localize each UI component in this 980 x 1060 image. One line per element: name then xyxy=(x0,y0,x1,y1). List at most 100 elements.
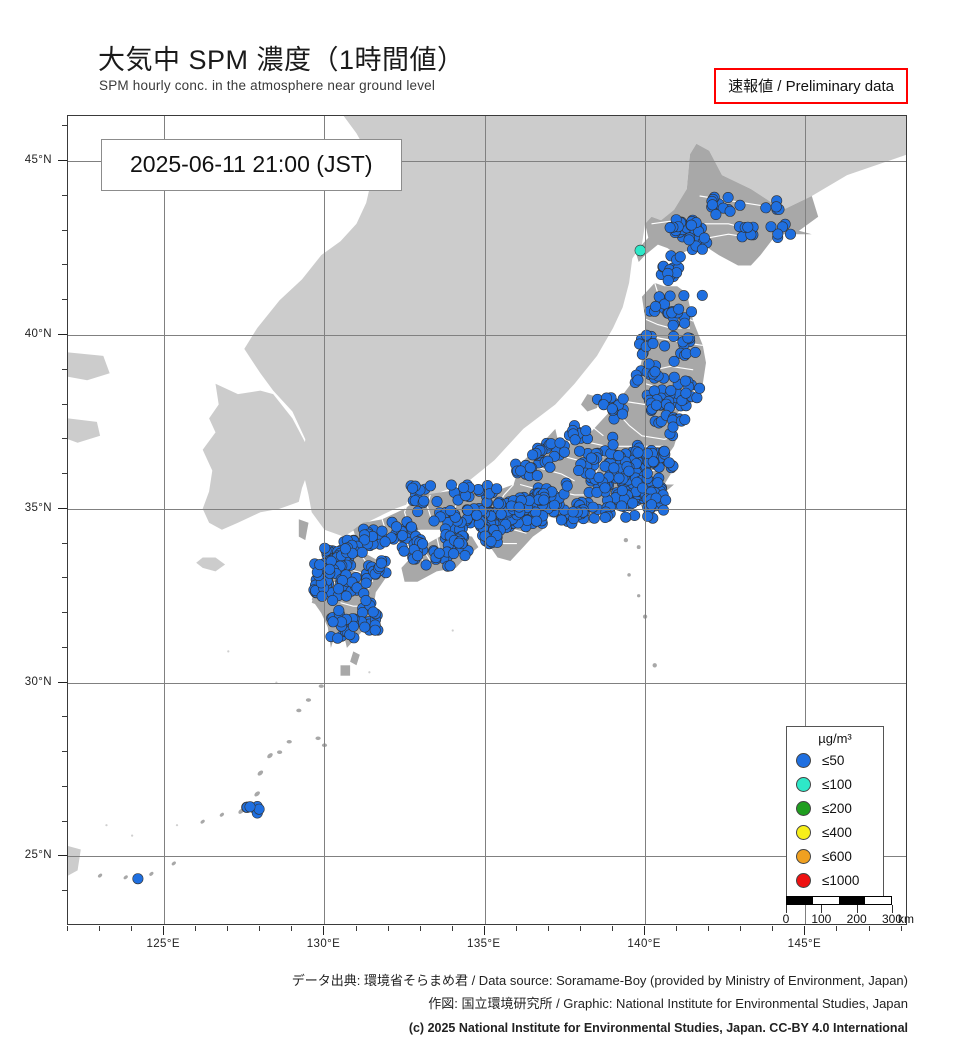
station-marker[interactable] xyxy=(679,318,689,328)
station-marker[interactable] xyxy=(761,203,771,213)
station-marker[interactable] xyxy=(527,450,537,460)
station-marker[interactable] xyxy=(608,440,618,450)
station-marker[interactable] xyxy=(694,383,704,393)
station-marker[interactable] xyxy=(556,515,566,525)
station-marker[interactable] xyxy=(607,404,617,414)
station-marker[interactable] xyxy=(399,546,409,556)
station-marker[interactable] xyxy=(434,548,444,558)
station-marker[interactable] xyxy=(668,331,678,341)
station-marker[interactable] xyxy=(334,605,344,615)
station-marker[interactable] xyxy=(669,372,679,382)
station-marker[interactable] xyxy=(650,367,660,377)
station-marker[interactable] xyxy=(581,425,591,435)
legend-item-5[interactable]: ≤1000 xyxy=(793,868,877,892)
station-marker[interactable] xyxy=(650,301,660,311)
station-marker[interactable] xyxy=(586,453,596,463)
legend-item-0[interactable]: ≤50 xyxy=(793,748,877,772)
station-marker[interactable] xyxy=(324,564,334,574)
station-marker[interactable] xyxy=(412,551,422,561)
station-marker[interactable] xyxy=(680,414,690,424)
station-marker[interactable] xyxy=(617,409,627,419)
station-marker[interactable] xyxy=(531,516,541,526)
station-marker[interactable] xyxy=(421,560,431,570)
station-marker[interactable] xyxy=(661,495,671,505)
station-marker[interactable] xyxy=(486,536,496,546)
station-marker[interactable] xyxy=(380,537,390,547)
station-marker[interactable] xyxy=(686,220,696,230)
station-marker[interactable] xyxy=(539,495,549,505)
station-marker[interactable] xyxy=(614,473,624,483)
station-marker[interactable] xyxy=(600,483,610,493)
station-marker[interactable] xyxy=(417,539,427,549)
station-marker[interactable] xyxy=(425,481,435,491)
station-marker[interactable] xyxy=(642,448,652,458)
station-marker[interactable] xyxy=(665,222,675,232)
station-marker[interactable] xyxy=(658,505,668,515)
station-marker[interactable] xyxy=(555,438,565,448)
station-marker[interactable] xyxy=(432,496,442,506)
station-marker[interactable] xyxy=(460,550,470,560)
station-marker[interactable] xyxy=(492,484,502,494)
station-marker[interactable] xyxy=(699,233,709,243)
station-marker[interactable] xyxy=(317,591,327,601)
station-marker[interactable] xyxy=(559,447,569,457)
station-marker[interactable] xyxy=(725,206,735,216)
station-marker[interactable] xyxy=(681,388,691,398)
station-marker[interactable] xyxy=(723,192,733,202)
station-marker[interactable] xyxy=(666,385,676,395)
station-marker[interactable] xyxy=(454,538,464,548)
station-marker[interactable] xyxy=(545,462,555,472)
station-marker[interactable] xyxy=(659,341,669,351)
station-marker[interactable] xyxy=(633,375,643,385)
station-marker[interactable] xyxy=(327,595,337,605)
station-marker[interactable] xyxy=(463,505,473,515)
station-marker[interactable] xyxy=(766,222,776,232)
station-marker[interactable] xyxy=(574,446,584,456)
station-marker[interactable] xyxy=(514,502,524,512)
station-marker[interactable] xyxy=(458,482,468,492)
station-marker[interactable] xyxy=(743,222,753,232)
station-marker[interactable] xyxy=(642,468,652,478)
station-marker[interactable] xyxy=(254,804,264,814)
station-marker[interactable] xyxy=(445,505,455,515)
station-marker[interactable] xyxy=(630,510,640,520)
station-marker[interactable] xyxy=(594,472,604,482)
station-marker[interactable] xyxy=(621,512,631,522)
station-marker[interactable] xyxy=(651,400,661,410)
station-marker[interactable] xyxy=(361,595,371,605)
station-marker[interactable] xyxy=(785,229,795,239)
station-marker[interactable] xyxy=(328,617,338,627)
station-marker[interactable] xyxy=(472,510,482,520)
station-marker[interactable] xyxy=(633,448,643,458)
station-marker[interactable] xyxy=(735,200,745,210)
station-marker-elevated[interactable] xyxy=(635,245,646,256)
station-marker[interactable] xyxy=(562,481,572,491)
station-marker[interactable] xyxy=(340,544,350,554)
station-marker[interactable] xyxy=(679,290,689,300)
legend-item-4[interactable]: ≤600 xyxy=(793,844,877,868)
station-marker[interactable] xyxy=(522,515,532,525)
station-marker[interactable] xyxy=(407,483,417,493)
station-marker[interactable] xyxy=(332,633,342,643)
station-marker[interactable] xyxy=(711,209,721,219)
station-marker[interactable] xyxy=(361,578,371,588)
station-marker[interactable] xyxy=(668,320,678,330)
station-marker[interactable] xyxy=(133,874,143,884)
station-marker[interactable] xyxy=(617,485,627,495)
station-marker[interactable] xyxy=(663,275,673,285)
station-marker[interactable] xyxy=(448,548,458,558)
station-marker[interactable] xyxy=(446,480,456,490)
station-marker[interactable] xyxy=(675,252,685,262)
station-marker[interactable] xyxy=(628,498,638,508)
station-marker[interactable] xyxy=(680,376,690,386)
station-marker[interactable] xyxy=(419,496,429,506)
station-marker[interactable] xyxy=(668,422,678,432)
station-marker[interactable] xyxy=(697,244,707,254)
station-marker[interactable] xyxy=(600,512,610,522)
station-marker[interactable] xyxy=(653,478,663,488)
station-marker[interactable] xyxy=(771,202,781,212)
station-marker[interactable] xyxy=(357,547,367,557)
station-marker[interactable] xyxy=(669,356,679,366)
legend-item-1[interactable]: ≤100 xyxy=(793,772,877,796)
station-marker[interactable] xyxy=(643,511,653,521)
